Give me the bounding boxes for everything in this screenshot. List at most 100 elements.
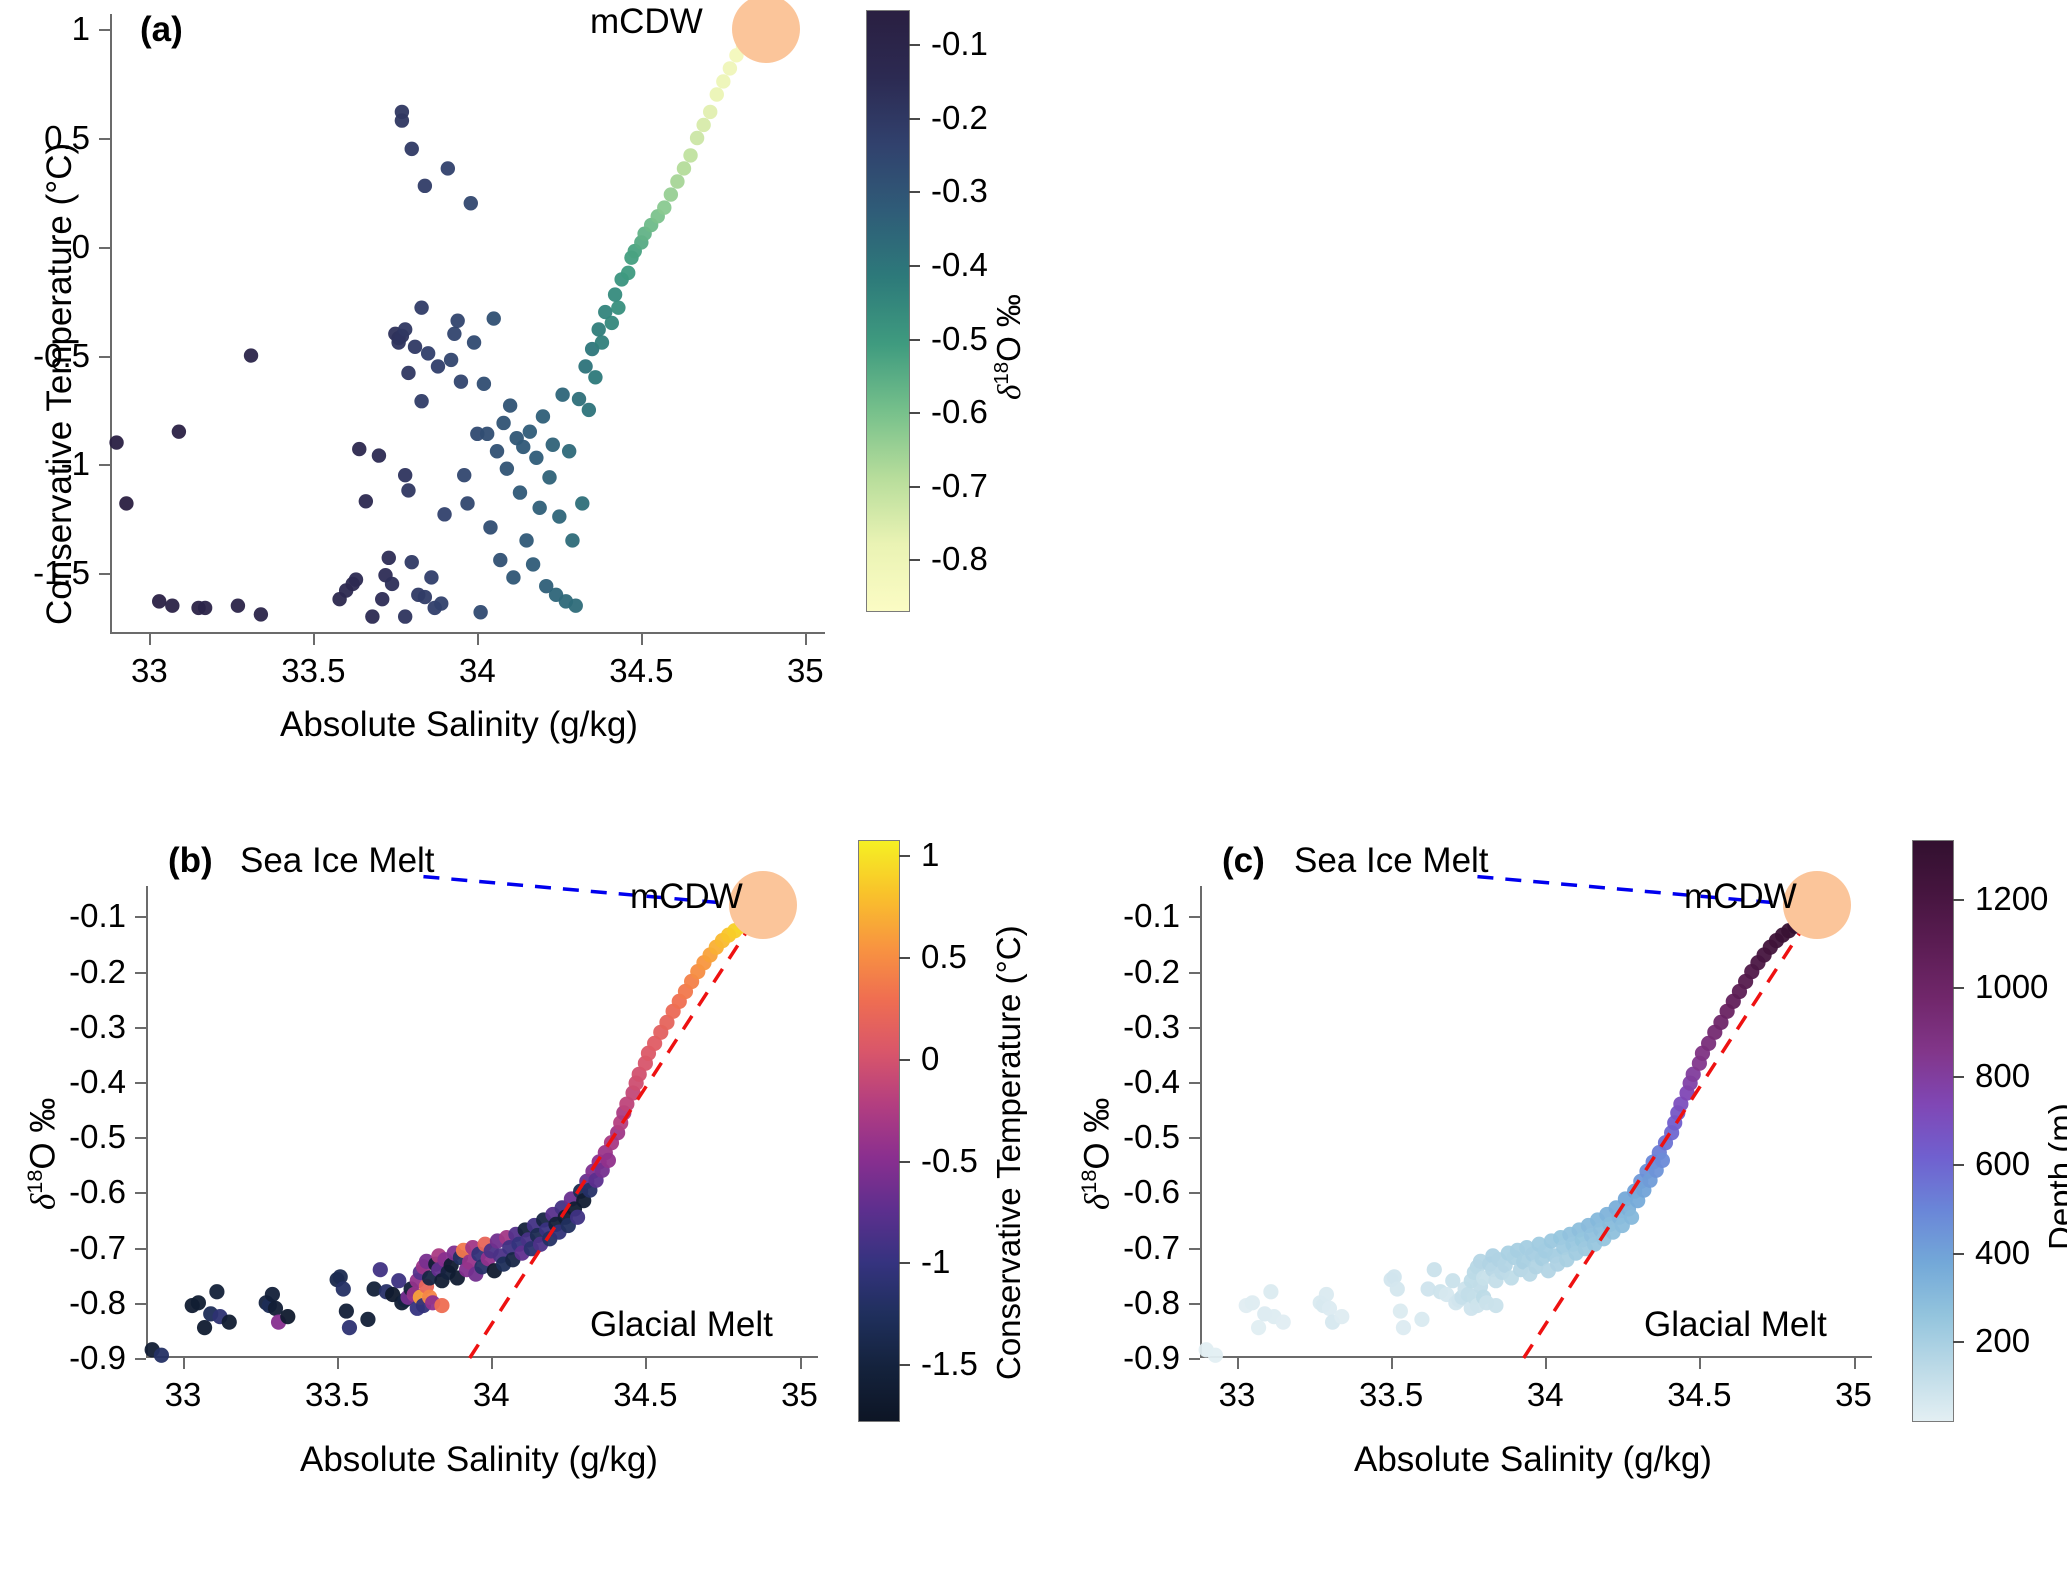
data-point (119, 496, 134, 511)
data-point (394, 113, 410, 128)
panel-b-y-tick-label: -0.3 (69, 1007, 126, 1045)
data-point (598, 304, 613, 320)
data-point (565, 533, 580, 548)
panel-c-y-tick-label: -0.3 (1123, 1007, 1180, 1045)
glacial-melt-line (468, 901, 768, 1359)
panel-a-x-axis-label: Absolute Salinity (g/kg) (280, 705, 638, 744)
colorbar-tick-label: -0.5 (921, 1141, 978, 1179)
data-point (384, 576, 400, 592)
colorbar-tick-label: 600 (1975, 1145, 2031, 1183)
data-point (619, 1096, 635, 1112)
colorbar-a-unit: O ‰ (990, 294, 1027, 362)
data-point (360, 1311, 376, 1327)
panel-b-unit: O ‰ (23, 1097, 63, 1170)
data-point (1685, 1066, 1701, 1082)
data-point (440, 161, 456, 176)
data-point (1420, 1281, 1436, 1297)
colorbar-tick-label: -0.8 (931, 540, 988, 578)
panel-a-x-tick-label: 33 (130, 652, 168, 689)
colorbar-tick-label: 1200 (1975, 879, 2049, 917)
data-point (588, 370, 603, 385)
panel-b-y-tick-label: -0.4 (69, 1062, 126, 1100)
panel-b-y-tick-label: -0.6 (69, 1173, 126, 1211)
colorbar-tick (909, 412, 920, 415)
panel-b-colorbar: 1 0.5 0 -0.5 -1 -1.5 (858, 836, 978, 1422)
data-point (1244, 1295, 1260, 1311)
panel-c: -0.1 -0.2 -0.3 -0.4 -0.5 -0.6 -0.7 -0.8 -0.9 33 33… (1030, 820, 2067, 1576)
panel-c-tag: (c) (1222, 841, 1265, 880)
data-point (332, 1269, 348, 1285)
data-point (525, 557, 541, 572)
data-point (493, 552, 508, 568)
colorbar-tick-label: 800 (1975, 1056, 2031, 1094)
data-point (453, 374, 469, 389)
data-point (197, 600, 213, 616)
panel-c-x-tick (1545, 1358, 1548, 1369)
data-point (414, 394, 429, 409)
data-point (670, 174, 685, 189)
data-point (230, 598, 246, 613)
panel-a-y-tick-label: 0 (71, 227, 90, 265)
colorbar-tick-label: 0.5 (921, 938, 967, 975)
data-point (581, 402, 597, 418)
data-point (335, 1281, 351, 1297)
data-point (407, 339, 423, 355)
data-point (420, 346, 436, 361)
data-point (1263, 1284, 1279, 1300)
panel-a-y-axis-line (110, 14, 112, 634)
data-point (516, 439, 531, 455)
panel-a-x-tick (313, 634, 316, 645)
glacial-melt-line (1522, 901, 1822, 1359)
data-point (529, 450, 544, 465)
panel-b-mcdw-label: mCDW (630, 877, 743, 916)
data-point (1386, 1269, 1402, 1285)
data-point (457, 467, 472, 483)
panel-b-y-tick (135, 1026, 146, 1029)
panel-b-mcdw-marker (728, 871, 797, 940)
data-point (404, 141, 419, 157)
data-point (209, 1284, 225, 1300)
panel-c-y-tick-label: -0.7 (1123, 1228, 1180, 1266)
panel-b-scatter-layer (144, 874, 771, 1363)
panel-a-scatter-layer (109, 19, 774, 624)
data-point (381, 550, 396, 566)
data-point (348, 572, 364, 587)
panel-c-y-axis-line (1200, 886, 1202, 1358)
panel-c-y-tick-label: -0.1 (1123, 897, 1180, 935)
panel-b-tag: (b) (168, 841, 213, 880)
data-point (621, 265, 636, 281)
panel-c-y-tick-label: -0.9 (1123, 1339, 1180, 1376)
panel-c-sea-ice-melt-label: Sea Ice Melt (1294, 841, 1489, 880)
colorbar-tick (909, 485, 920, 488)
panel-b-axes: -0.1 -0.2 -0.3 -0.4 -0.5 -0.6 -0.7 -0.8 -0.9 33 33… (69, 871, 818, 1413)
colorbar-tick (1953, 987, 1964, 990)
data-point (561, 444, 577, 459)
panel-b-x-tick (182, 1358, 185, 1369)
data-point (165, 598, 180, 613)
colorbar-tick-label: 0 (921, 1039, 940, 1077)
data-point (1713, 1014, 1729, 1030)
panel-a-x-tick-label: 34 (458, 652, 496, 689)
data-point (483, 520, 498, 535)
panel-b-y-tick (135, 1247, 146, 1250)
data-point (404, 555, 419, 570)
data-point (496, 415, 511, 431)
colorbar-tick-label: 200 (1975, 1322, 2031, 1360)
data-point (545, 437, 560, 452)
data-point (600, 1152, 616, 1168)
data-point (522, 424, 538, 439)
colorbar-tick (909, 264, 920, 267)
colorbar-tick (1953, 1164, 1964, 1167)
data-point (171, 424, 187, 439)
panel-b-delta-symbol: δ (23, 1193, 63, 1210)
panel-c-x-axis-line (1200, 1356, 1872, 1358)
panel-b-y-tick-label: -0.1 (69, 897, 126, 935)
data-point (366, 1281, 382, 1297)
data-point (434, 1297, 450, 1314)
data-point (341, 1320, 358, 1336)
data-point (463, 196, 478, 211)
data-point (575, 496, 590, 511)
data-point (1321, 1300, 1338, 1316)
data-point (1414, 1311, 1430, 1327)
data-point (489, 444, 505, 459)
